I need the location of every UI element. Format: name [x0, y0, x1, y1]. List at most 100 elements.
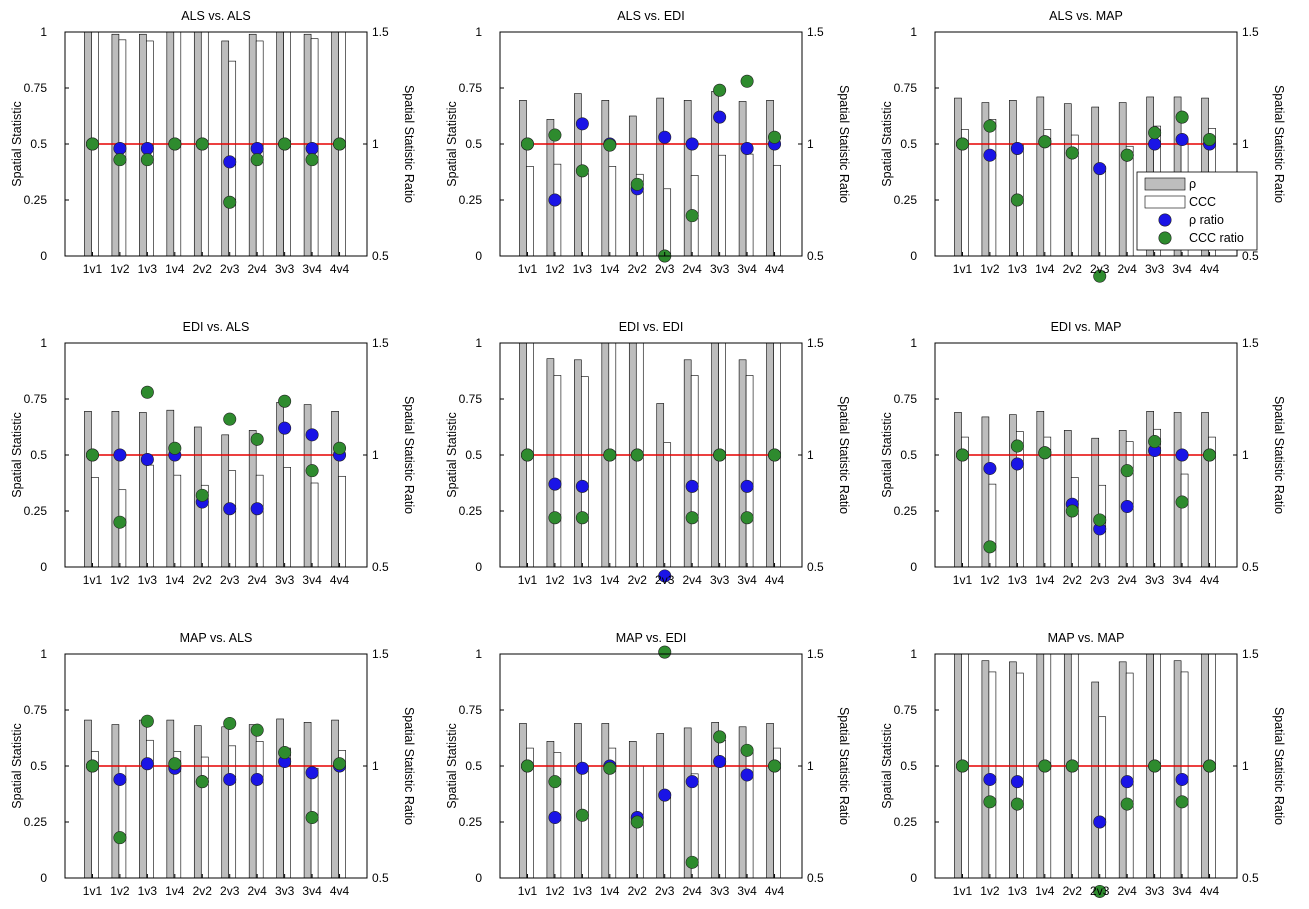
- x-tick-label: 1v1: [953, 573, 973, 587]
- ccc-ratio-marker: [85, 448, 99, 462]
- x-tick-label: 1v3: [573, 884, 593, 898]
- x-tick-label: 4v4: [330, 262, 350, 276]
- rho-ratio-marker: [658, 569, 672, 583]
- ccc-bar: [745, 375, 754, 568]
- rho-ratio-marker: [685, 479, 699, 493]
- ccc-ratio-marker: [548, 511, 562, 525]
- ccc-ratio-marker: [630, 177, 644, 191]
- y2-tick-label: 1: [807, 448, 814, 462]
- x-tick-label: 1v1: [518, 573, 538, 587]
- x-tick-label: 2v4: [683, 884, 703, 898]
- y2-tick-label: 1: [1242, 448, 1249, 462]
- y-tick-label: 1: [910, 647, 917, 661]
- rho-bar: [1036, 411, 1045, 568]
- y-tick-label: 0.75: [24, 392, 48, 406]
- subplot-title: ALS vs. EDI: [617, 9, 684, 23]
- x-tick-label: 3v3: [275, 884, 295, 898]
- rho-bar: [1091, 437, 1100, 568]
- x-tick-label: 1v3: [138, 884, 158, 898]
- x-tick-label: 3v4: [1172, 262, 1192, 276]
- rho-ratio-marker: [305, 141, 319, 155]
- rho-bar: [601, 723, 610, 879]
- rho-bar: [221, 40, 230, 257]
- rho-bar: [84, 719, 92, 879]
- rho-ratio-marker: [223, 155, 237, 169]
- rho-bar: [193, 725, 202, 879]
- ccc-bar: [228, 470, 237, 568]
- x-tick-label: 1v1: [518, 884, 538, 898]
- y2-tick-label: 1.5: [807, 647, 824, 661]
- ccc-ratio-marker: [1120, 797, 1134, 811]
- rho-ratio-marker: [250, 141, 264, 155]
- x-tick-label: 1v3: [138, 262, 158, 276]
- y-tick-label: 0: [475, 560, 482, 574]
- y-tick-label: 1: [475, 25, 482, 39]
- x-tick-label: 1v4: [1035, 573, 1055, 587]
- y-tick-label: 1: [475, 647, 482, 661]
- y2-tick-label: 1.5: [1242, 336, 1259, 350]
- ccc-ratio-marker: [1010, 193, 1024, 207]
- ccc-bar: [690, 375, 699, 568]
- rho-ratio-marker: [658, 788, 672, 802]
- ccc-ratio-marker: [520, 448, 534, 462]
- rho-bar: [111, 411, 120, 568]
- y-axis-label: Spatial Statistic: [880, 723, 894, 808]
- rho-ratio-marker: [140, 141, 154, 155]
- x-tick-label: 3v4: [1172, 884, 1192, 898]
- ccc-ratio-marker: [603, 448, 617, 462]
- ccc-ratio-marker: [278, 746, 292, 760]
- y-tick-label: 0.5: [465, 759, 482, 773]
- rho-bar: [574, 723, 582, 879]
- y-tick-label: 0.75: [24, 81, 48, 95]
- x-tick-label: 2v4: [1118, 884, 1138, 898]
- y2-tick-label: 1.5: [372, 25, 389, 39]
- rho-ratio-marker: [548, 477, 562, 491]
- rho-bar: [1009, 661, 1017, 879]
- ccc-ratio-marker: [1175, 795, 1189, 809]
- y-tick-label: 1: [910, 336, 917, 350]
- legend-rho-label: ρ: [1189, 177, 1196, 191]
- ccc-ratio-marker: [1148, 435, 1162, 449]
- y-tick-label: 0.25: [894, 815, 918, 829]
- ccc-ratio-marker: [333, 441, 347, 455]
- ccc-ratio-marker: [768, 130, 782, 144]
- rho-ratio-marker: [305, 428, 319, 442]
- x-tick-label: 1v4: [1035, 884, 1055, 898]
- ccc-ratio-marker: [685, 209, 699, 223]
- x-tick-label: 1v1: [83, 884, 103, 898]
- x-tick-label: 2v2: [628, 262, 648, 276]
- rho-bar: [1009, 414, 1017, 568]
- x-tick-label: 1v2: [110, 884, 130, 898]
- subplot-title: EDI vs. EDI: [619, 320, 684, 334]
- x-tick-label: 1v2: [110, 573, 130, 587]
- subplot-4: 0 0.25 0.5 0.75 1 0.5 1 1.5 1v1 1v2 1v3 1v4 2v2 2v3 2v…: [10, 320, 416, 587]
- ccc-ratio-marker: [1120, 148, 1134, 162]
- rho-bar: [1173, 660, 1182, 879]
- ccc-ratio-marker: [1148, 759, 1162, 773]
- subplot-title: MAP vs. MAP: [1048, 631, 1125, 645]
- rho-ratio-marker: [713, 755, 727, 769]
- ccc-bar: [255, 474, 264, 568]
- ccc-ratio-marker: [195, 775, 209, 789]
- x-tick-label: 1v1: [83, 573, 103, 587]
- rho-ratio-marker: [278, 421, 292, 435]
- rho-bar: [248, 430, 257, 568]
- rho-ratio-marker: [548, 193, 562, 207]
- x-tick-label: 1v1: [83, 262, 103, 276]
- ccc-ratio-marker: [1010, 797, 1024, 811]
- rho-ratio-marker: [113, 141, 127, 155]
- y2-tick-label: 1: [1242, 137, 1249, 151]
- rho-bar: [276, 718, 284, 879]
- ccc-ratio-marker: [1120, 464, 1134, 478]
- x-tick-label: 4v4: [765, 573, 785, 587]
- ccc-ratio-marker: [305, 811, 319, 825]
- y-axis-label: Spatial Statistic: [445, 412, 459, 497]
- rho-bar: [331, 719, 339, 879]
- ccc-bar: [91, 477, 99, 568]
- subplot-title: ALS vs. MAP: [1049, 9, 1123, 23]
- ccc-ratio-marker: [1065, 504, 1079, 518]
- y2-tick-label: 1.5: [807, 25, 824, 39]
- ccc-bar: [553, 375, 562, 568]
- ccc-ratio-marker: [548, 128, 562, 142]
